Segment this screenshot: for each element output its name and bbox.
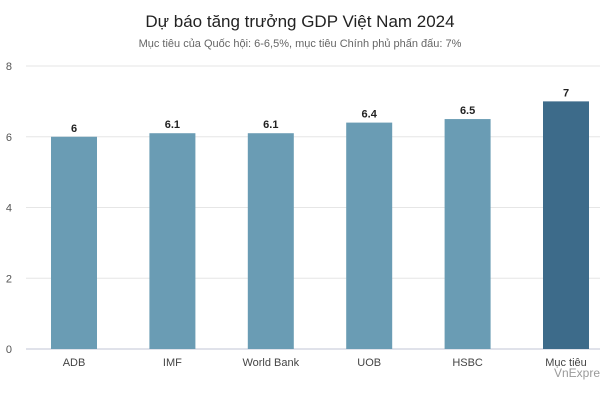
chart-subtitle: Mục tiêu của Quốc hội: 6-6,5%, mục tiêu … bbox=[138, 38, 462, 50]
x-tick-label: IMF bbox=[163, 357, 182, 369]
data-label: 6.1 bbox=[165, 119, 180, 131]
x-tick-label: World Bank bbox=[242, 357, 299, 369]
bar bbox=[346, 122, 393, 349]
x-tick-label: UOB bbox=[357, 357, 381, 369]
data-label: 6.4 bbox=[362, 109, 378, 121]
bar bbox=[543, 101, 589, 349]
chart-title: Dự báo tăng trưởng GDP Việt Nam 2024 bbox=[145, 12, 455, 31]
bar bbox=[149, 133, 196, 349]
data-label: 7 bbox=[563, 87, 569, 99]
y-tick-label: 4 bbox=[6, 203, 12, 215]
data-label: 6.5 bbox=[460, 105, 475, 117]
y-tick-label: 2 bbox=[6, 273, 12, 285]
bar bbox=[51, 136, 97, 349]
y-tick-label: 0 bbox=[6, 344, 12, 356]
watermark-logo: VnExpress bbox=[554, 366, 600, 380]
y-tick-label: 8 bbox=[6, 61, 12, 73]
x-tick-label: HSBC bbox=[452, 357, 483, 369]
y-tick-label: 6 bbox=[6, 132, 12, 144]
data-label: 6.1 bbox=[263, 119, 278, 131]
x-tick-label: ADB bbox=[63, 357, 86, 369]
data-label: 6 bbox=[71, 123, 77, 135]
bar bbox=[247, 133, 294, 349]
x-tick-label: Mục tiêu bbox=[545, 357, 587, 369]
bar bbox=[444, 119, 491, 349]
